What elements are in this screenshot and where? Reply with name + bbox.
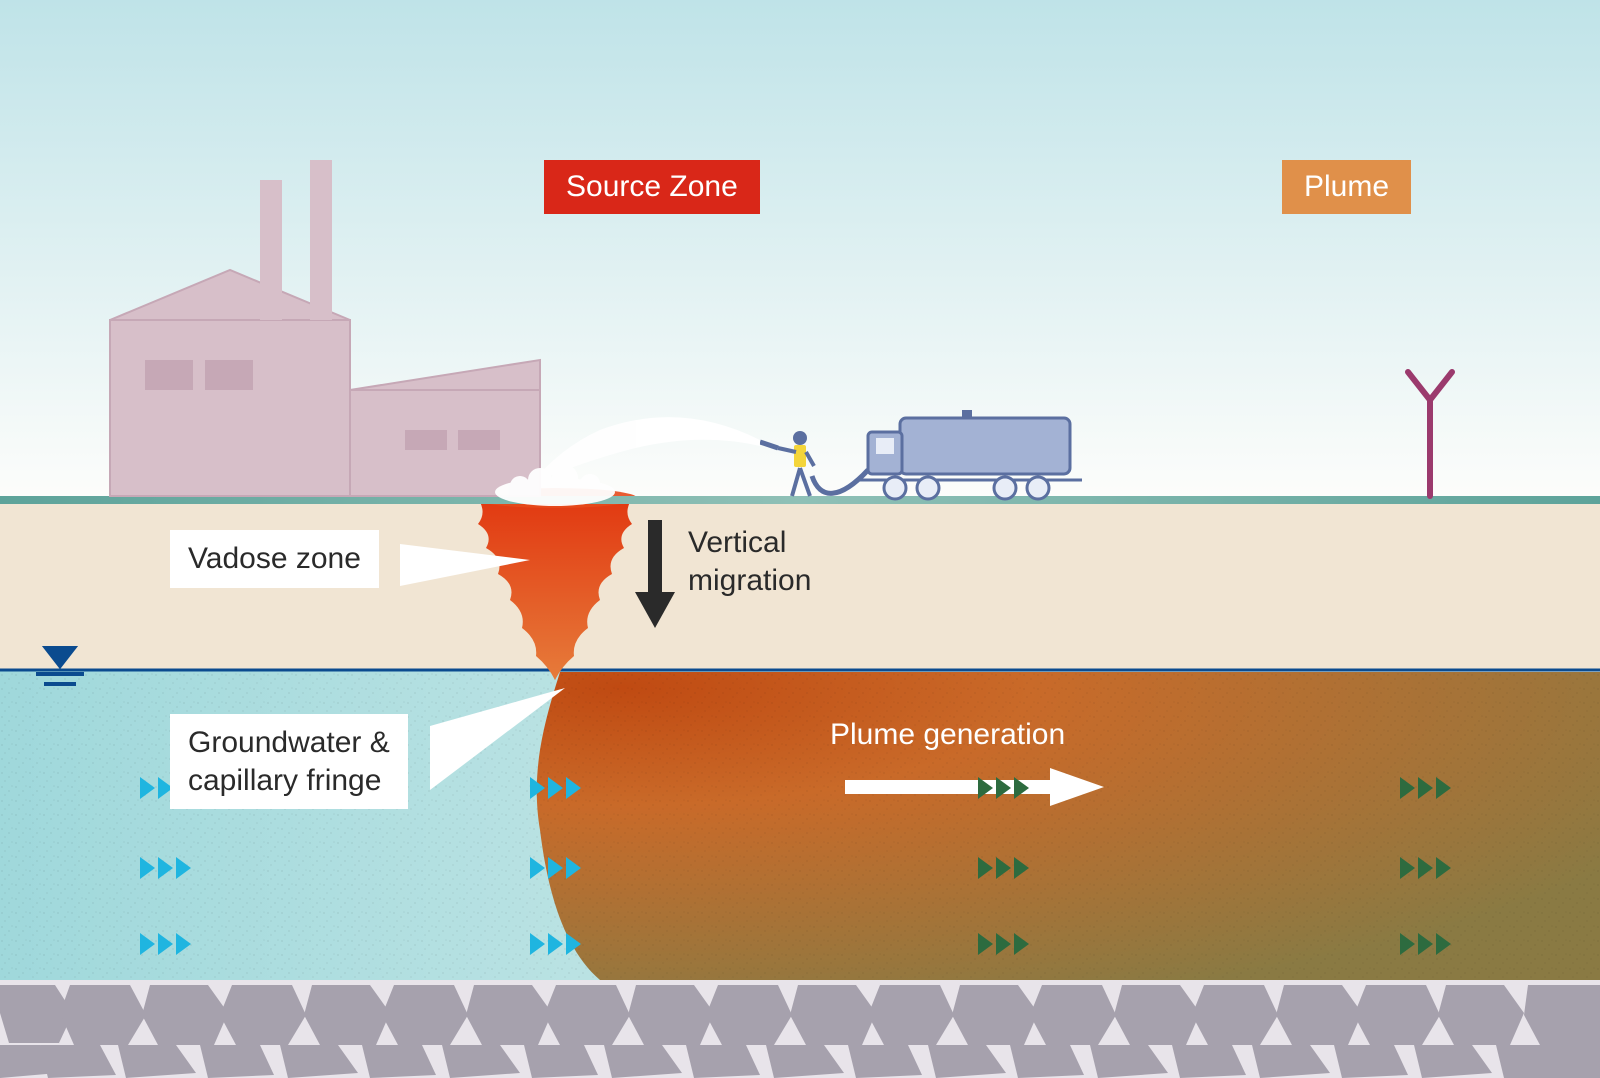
plume-generation-label: Plume generation: [830, 718, 1065, 752]
ground-line: [0, 496, 1600, 504]
groundwater-callout: Groundwater & capillary fringe: [170, 714, 408, 809]
groundwater-callout-text: Groundwater & capillary fringe: [188, 726, 390, 797]
plume-label: Plume: [1282, 160, 1411, 214]
vadose-callout: Vadose zone: [170, 530, 379, 588]
bedrock: [0, 980, 1600, 1078]
vertical-migration-label: Vertical migration: [688, 524, 811, 599]
source-zone-label: Source Zone: [544, 160, 760, 214]
vertical-migration-text: Vertical migration: [688, 526, 811, 597]
